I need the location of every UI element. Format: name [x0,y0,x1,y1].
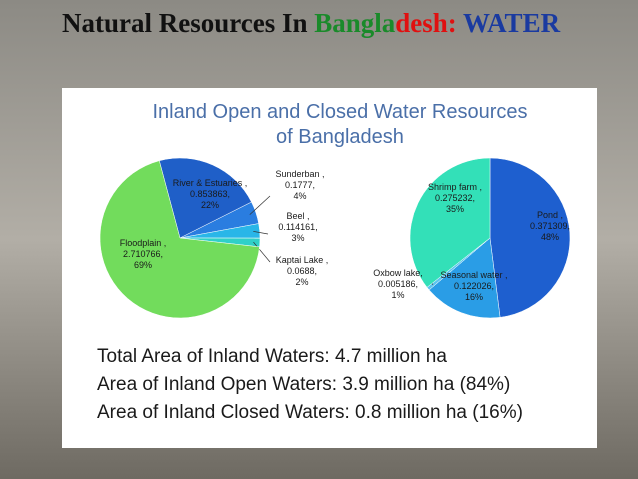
percent-label: 35% [446,204,464,214]
title-part: Natural Resources In [62,8,314,38]
slice-name: Seasonal water , [440,270,507,280]
percent-label: 22% [201,200,219,210]
leader-line [253,231,269,235]
percent-label: 16% [465,292,483,302]
slice-name: Floodplain , [120,238,167,248]
title-part: desh: [395,8,457,38]
slice-name: Shrimp farm , [428,182,482,192]
panel-title: Inland Open and Closed Water Resources [152,101,527,123]
pie-slice [489,157,571,318]
data-label: Beel , 0.114161, 3% [278,211,317,243]
data-label: Kaptai Lake , 0.0688, 2% [276,255,329,287]
percent-label: 4% [293,191,306,201]
slide-title: Natural Resources In Bangladesh: WATER [62,8,561,38]
pie-slice [99,160,260,319]
pie-slice [158,157,252,239]
leader-line [249,195,271,215]
data-label: Shrimp farm , 0.275232, 35% [428,182,482,214]
slice-name: Oxbow lake, [373,268,423,278]
slice-name: River & Estuaries , [173,178,248,188]
value-label: 0.853863, [190,189,230,199]
slice-name: Kaptai Lake , [276,255,329,265]
value-label: 0.371309, [530,221,570,231]
leader-line [253,241,271,263]
data-label: Floodplain , 2.710766, 69% [120,238,167,270]
pie-slice [428,237,501,319]
percent-label: 69% [134,260,152,270]
value-label: 2.710766, [123,249,163,259]
percent-label: 2% [295,277,308,287]
percent-label: 3% [291,233,304,243]
data-label: Oxbow lake, 0.005186, 1% [373,268,423,300]
value-label: 0.275232, [435,193,475,203]
data-label: Sunderban , 0.1777, 4% [275,169,324,201]
percent-label: 48% [541,232,559,242]
note: Total Area of Inland Waters: 4.7 million… [97,346,447,367]
value-label: 0.114161, [278,222,317,232]
percent-label: 1% [391,290,404,300]
value-label: 0.0688, [287,266,317,276]
slice-name: Beel , [286,211,309,221]
title-part: Bangla [314,8,396,38]
pie-slice [409,157,491,288]
data-label: Seasonal water , 0.122026, 16% [440,270,507,302]
panel-title: of Bangladesh [276,126,404,148]
slice-name: Pond , [537,210,563,220]
data-label: River & Estuaries , 0.853863, 22% [173,178,248,210]
title-part: WATER [457,8,561,38]
value-label: 0.005186, [378,279,418,289]
data-label: Pond , 0.371309, 48% [530,210,570,242]
value-label: 0.1777, [285,180,315,190]
value-label: 0.122026, [454,281,494,291]
note: Area of Inland Open Waters: 3.9 million … [97,374,510,395]
slice-name: Sunderban , [275,169,324,179]
note: Area of Inland Closed Waters: 0.8 millio… [97,402,523,423]
